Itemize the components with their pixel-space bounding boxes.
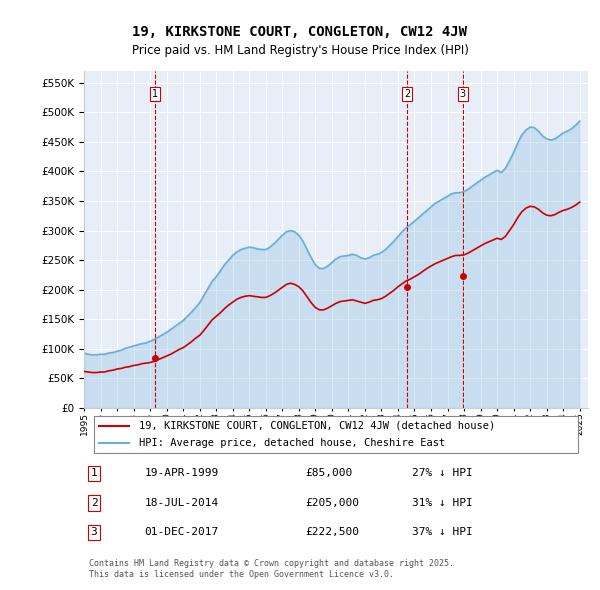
Text: 37% ↓ HPI: 37% ↓ HPI [412, 527, 472, 537]
FancyBboxPatch shape [94, 416, 578, 453]
Text: 1: 1 [91, 468, 97, 478]
Text: 2: 2 [91, 498, 97, 508]
Text: 18-JUL-2014: 18-JUL-2014 [145, 498, 219, 508]
Text: £205,000: £205,000 [306, 498, 360, 508]
Text: £85,000: £85,000 [306, 468, 353, 478]
Text: 3: 3 [460, 90, 466, 99]
Text: Price paid vs. HM Land Registry's House Price Index (HPI): Price paid vs. HM Land Registry's House … [131, 44, 469, 57]
Text: 27% ↓ HPI: 27% ↓ HPI [412, 468, 472, 478]
Text: HPI: Average price, detached house, Cheshire East: HPI: Average price, detached house, Ches… [139, 438, 446, 448]
Text: 01-DEC-2017: 01-DEC-2017 [145, 527, 219, 537]
Text: 2: 2 [404, 90, 410, 99]
Text: £222,500: £222,500 [306, 527, 360, 537]
Text: 31% ↓ HPI: 31% ↓ HPI [412, 498, 472, 508]
Text: 3: 3 [91, 527, 97, 537]
Text: 19, KIRKSTONE COURT, CONGLETON, CW12 4JW (detached house): 19, KIRKSTONE COURT, CONGLETON, CW12 4JW… [139, 421, 496, 431]
Text: 19-APR-1999: 19-APR-1999 [145, 468, 219, 478]
Text: 1: 1 [152, 90, 158, 99]
Text: Contains HM Land Registry data © Crown copyright and database right 2025.
This d: Contains HM Land Registry data © Crown c… [89, 559, 454, 579]
Text: 19, KIRKSTONE COURT, CONGLETON, CW12 4JW: 19, KIRKSTONE COURT, CONGLETON, CW12 4JW [133, 25, 467, 40]
